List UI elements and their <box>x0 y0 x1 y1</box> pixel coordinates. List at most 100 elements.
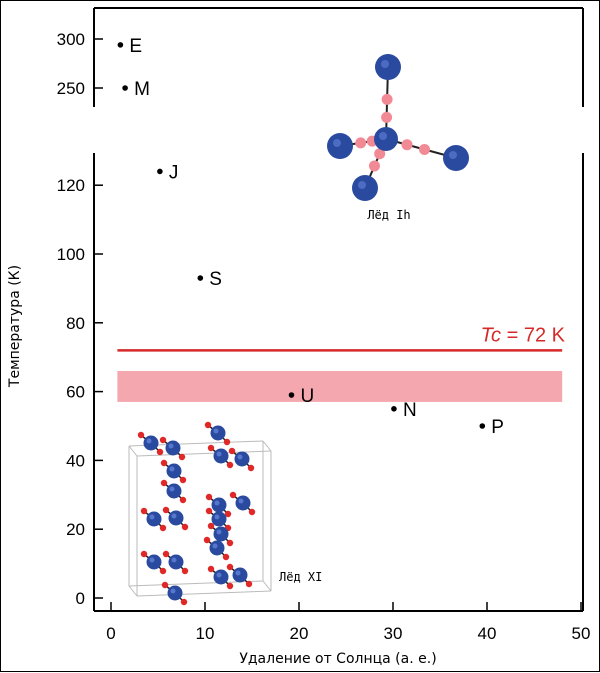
cell-edge <box>128 585 138 597</box>
oxygen-atom <box>235 495 251 511</box>
x-tick-label: 50 <box>572 624 591 643</box>
data-label-p: P <box>491 417 504 438</box>
hydrogen-atom <box>181 567 189 575</box>
atom-highlight <box>238 498 244 504</box>
hydrogen-atom <box>156 448 164 456</box>
y-tick-label: 20 <box>66 520 85 539</box>
oxygen-atom <box>352 175 378 201</box>
atom-highlight <box>214 514 220 520</box>
oxygen-atom <box>209 540 225 556</box>
data-point-j <box>157 168 163 175</box>
atom-highlight <box>169 486 175 492</box>
oxygen-atom <box>166 463 182 479</box>
data-label-u: U <box>300 386 314 407</box>
y-tick-label-upper: 250 <box>57 79 85 98</box>
hydrogen-atom <box>179 476 187 484</box>
data-label-m: M <box>134 79 150 100</box>
atom-highlight <box>333 139 341 147</box>
atom-highlight <box>169 466 175 472</box>
oxygen-atom <box>211 511 227 527</box>
atom-highlight <box>149 557 155 563</box>
cell-edge <box>136 450 272 457</box>
atom-highlight <box>146 438 152 444</box>
hydrogen-atom <box>162 550 170 558</box>
hydrogen-atom <box>247 464 255 472</box>
hydrogen-atom <box>374 148 386 160</box>
atom-highlight <box>381 60 389 68</box>
oxygen-atom <box>443 145 469 171</box>
hydrogen-atom <box>180 598 188 606</box>
data-point-n <box>391 406 397 412</box>
oxygen-atom <box>168 510 184 526</box>
data-label-n: N <box>403 400 417 421</box>
atom-highlight <box>216 529 222 535</box>
hydrogen-atom <box>401 139 413 151</box>
oxygen-atom <box>374 127 398 151</box>
y-tick-label: 100 <box>57 245 85 264</box>
atom-highlight <box>212 543 218 549</box>
hydrogen-atom <box>140 507 148 515</box>
oxygen-atom <box>168 554 184 570</box>
hydrogen-atom <box>160 459 168 467</box>
hydrogen-atom <box>159 436 167 444</box>
oxygen-atom <box>327 133 353 159</box>
hydrogen-atom <box>229 491 237 499</box>
hydrogen-atom <box>204 421 212 429</box>
x-tick-label: 40 <box>478 624 497 643</box>
atom-highlight <box>216 451 222 457</box>
hydrogen-atom <box>419 143 430 155</box>
data-label-e: E <box>129 36 142 57</box>
hydrogen-atom <box>178 453 186 461</box>
oxygen-atom <box>211 497 227 513</box>
hydrogen-atom <box>160 479 168 487</box>
hydrogen-atom <box>226 582 234 590</box>
data-label-s: S <box>209 269 222 290</box>
cell-edge <box>262 580 272 592</box>
hydrogen-atom <box>181 523 189 531</box>
data-point-u <box>288 392 295 398</box>
hydrogen-atom <box>222 553 230 561</box>
atom-highlight <box>235 570 241 576</box>
atom-highlight <box>216 572 222 578</box>
atom-highlight <box>379 132 387 140</box>
data-point-p <box>479 423 486 429</box>
hydrogen-atom <box>207 565 215 573</box>
atom-highlight <box>237 454 243 460</box>
hydrogen-atom <box>368 160 380 172</box>
data-point-e <box>117 42 124 48</box>
hydrogen-atom <box>161 581 169 589</box>
hydrogen-atom <box>140 550 148 558</box>
atom-highlight <box>449 151 457 159</box>
ice-ih-illustration: Лёд Ih <box>327 54 469 222</box>
atom-highlight <box>214 500 220 506</box>
cell-edge <box>128 445 138 457</box>
oxygen-atom <box>213 569 229 585</box>
hydrogen-atom <box>162 506 170 514</box>
hydrogen-atom <box>226 461 234 469</box>
hydrogen-atom <box>381 93 393 105</box>
y-tick-label: 40 <box>66 451 85 470</box>
hydrogen-atom <box>159 524 167 532</box>
atom-highlight <box>358 181 366 189</box>
oxygen-atom <box>143 435 159 451</box>
hydrogen-atom <box>205 507 213 515</box>
oxygen-atom <box>213 448 229 464</box>
atom-highlight <box>213 428 219 434</box>
y-axis-title: Температура (К) <box>7 265 23 388</box>
hydrogen-atom <box>228 447 236 455</box>
pink-band <box>117 370 563 402</box>
ice-ih-label: Лёд Ih <box>367 208 410 222</box>
y-tick-label: 120 <box>57 176 85 195</box>
oxygen-atom <box>234 451 250 467</box>
hydrogen-atom <box>355 137 367 149</box>
oxygen-atom <box>232 567 248 583</box>
y-tick-label: 80 <box>66 314 85 333</box>
hydrogen-atom <box>179 496 187 504</box>
hydrogen-atom <box>205 493 213 501</box>
y-tick-label: 0 <box>76 589 85 608</box>
oxygen-atom <box>146 511 162 527</box>
x-axis-title: Удаление от Солнца (а. е.) <box>239 651 436 667</box>
x-tick-label: 0 <box>106 624 115 643</box>
hydrogen-atom <box>137 431 145 439</box>
